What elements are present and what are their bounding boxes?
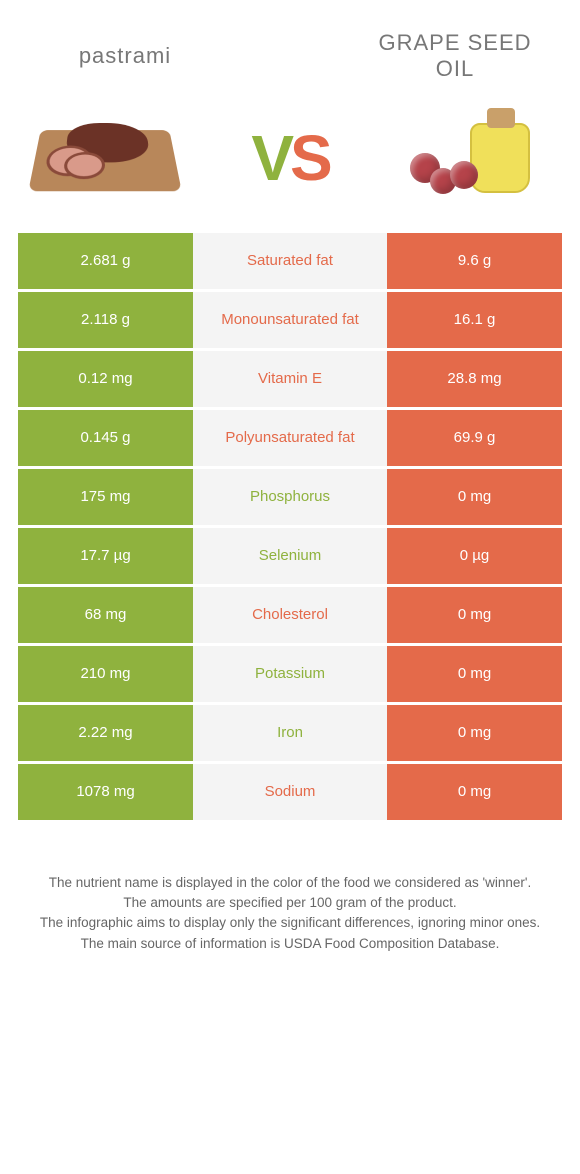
right-value: 28.8 mg: [387, 351, 562, 407]
right-value: 0 µg: [387, 528, 562, 584]
grapeseed-oil-image: [400, 103, 550, 213]
footer-line: The main source of information is USDA F…: [30, 934, 550, 954]
oil-cork-icon: [487, 108, 515, 128]
nutrient-label: Potassium: [193, 646, 387, 702]
nutrient-label: Saturated fat: [193, 233, 387, 289]
nutrient-label: Sodium: [193, 764, 387, 820]
header-row: pastrami GRAPE SEED OIL: [0, 0, 580, 93]
table-row: 2.681 gSaturated fat9.6 g: [18, 233, 562, 289]
vs-label: VS: [251, 121, 328, 195]
right-value: 0 mg: [387, 587, 562, 643]
footer-notes: The nutrient name is displayed in the co…: [0, 823, 580, 974]
nutrient-label: Iron: [193, 705, 387, 761]
footer-line: The amounts are specified per 100 gram o…: [30, 893, 550, 913]
table-row: 68 mgCholesterol0 mg: [18, 587, 562, 643]
right-value: 9.6 g: [387, 233, 562, 289]
left-value: 68 mg: [18, 587, 193, 643]
left-value: 0.12 mg: [18, 351, 193, 407]
left-value: 2.22 mg: [18, 705, 193, 761]
right-value: 16.1 g: [387, 292, 562, 348]
table-row: 210 mgPotassium0 mg: [18, 646, 562, 702]
table-row: 2.118 gMonounsaturated fat16.1 g: [18, 292, 562, 348]
left-food-title: pastrami: [20, 43, 230, 69]
pastrami-image: [30, 103, 180, 213]
footer-line: The infographic aims to display only the…: [30, 913, 550, 933]
nutrient-label: Phosphorus: [193, 469, 387, 525]
nutrient-label: Polyunsaturated fat: [193, 410, 387, 466]
vs-s: S: [290, 122, 329, 194]
vs-v: V: [251, 122, 290, 194]
right-value: 0 mg: [387, 705, 562, 761]
nutrient-label: Selenium: [193, 528, 387, 584]
right-food-title: GRAPE SEED OIL: [350, 30, 560, 83]
cutting-board-icon: [28, 130, 181, 191]
left-value: 2.118 g: [18, 292, 193, 348]
left-value: 17.7 µg: [18, 528, 193, 584]
left-value: 0.145 g: [18, 410, 193, 466]
right-value: 0 mg: [387, 469, 562, 525]
nutrient-label: Vitamin E: [193, 351, 387, 407]
table-row: 17.7 µgSelenium0 µg: [18, 528, 562, 584]
right-title-line1: GRAPE SEED: [378, 30, 531, 55]
right-value: 0 mg: [387, 646, 562, 702]
comparison-table: 2.681 gSaturated fat9.6 g2.118 gMonounsa…: [0, 233, 580, 820]
meat-slice-icon: [63, 152, 105, 179]
table-row: 0.145 gPolyunsaturated fat69.9 g: [18, 410, 562, 466]
oil-jar-icon: [470, 123, 530, 193]
footer-line: The nutrient name is displayed in the co…: [30, 873, 550, 893]
right-value: 69.9 g: [387, 410, 562, 466]
left-value: 1078 mg: [18, 764, 193, 820]
infographic-container: pastrami GRAPE SEED OIL VS: [0, 0, 580, 974]
images-row: VS: [0, 93, 580, 233]
oil-illustration: [405, 103, 545, 213]
table-row: 2.22 mgIron0 mg: [18, 705, 562, 761]
table-row: 1078 mgSodium0 mg: [18, 764, 562, 820]
left-value: 2.681 g: [18, 233, 193, 289]
left-value: 175 mg: [18, 469, 193, 525]
right-title-line2: OIL: [436, 56, 474, 81]
table-row: 175 mgPhosphorus0 mg: [18, 469, 562, 525]
grape-icon: [450, 161, 478, 189]
left-value: 210 mg: [18, 646, 193, 702]
right-value: 0 mg: [387, 764, 562, 820]
nutrient-label: Monounsaturated fat: [193, 292, 387, 348]
nutrient-label: Cholesterol: [193, 587, 387, 643]
table-row: 0.12 mgVitamin E28.8 mg: [18, 351, 562, 407]
